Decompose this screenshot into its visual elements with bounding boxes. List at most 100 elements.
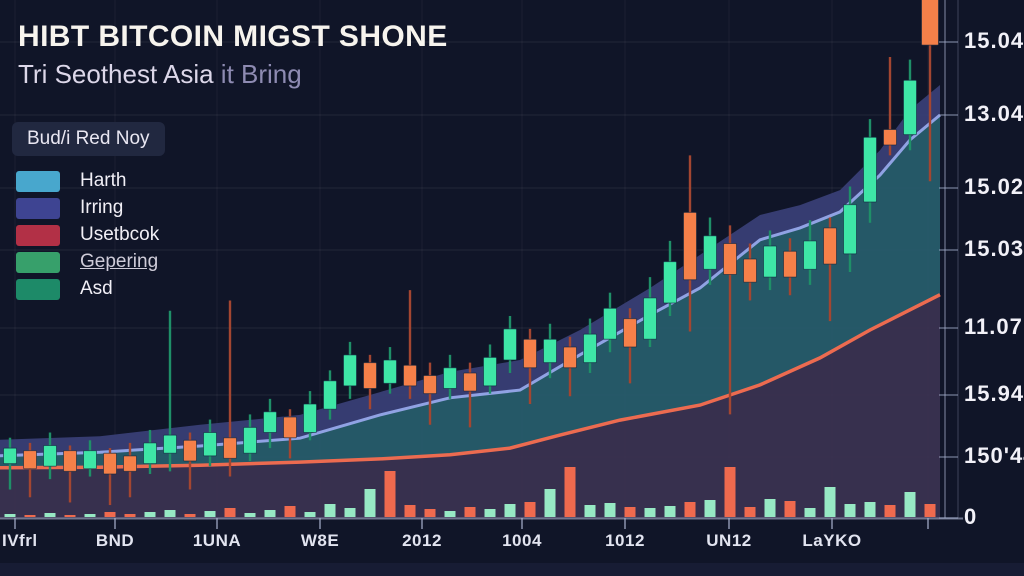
candle-body xyxy=(203,432,217,457)
volume-bar xyxy=(384,471,396,517)
volume-bar xyxy=(924,504,936,517)
candle-body xyxy=(103,452,117,475)
legend-item-usetbcok[interactable]: Usetbcok xyxy=(16,222,165,248)
volume-bar xyxy=(824,487,836,517)
candle-body xyxy=(243,426,257,454)
volume-bar xyxy=(464,507,476,517)
candle-body xyxy=(403,364,417,387)
candle-body xyxy=(43,444,57,467)
x-axis-label: 1UNA xyxy=(193,531,241,550)
candle-body xyxy=(763,245,777,278)
volume-bar xyxy=(524,502,536,517)
volume-bar xyxy=(4,514,16,517)
candle-body xyxy=(523,338,537,369)
legend-item-gepering[interactable]: Gepering xyxy=(16,249,165,275)
candle-body xyxy=(743,258,757,283)
volume-bar xyxy=(644,508,656,517)
under-area xyxy=(0,294,940,518)
volume-bar xyxy=(344,508,356,517)
volume-bar xyxy=(44,513,56,517)
candle-body xyxy=(123,455,137,472)
volume-bar xyxy=(364,489,376,517)
volume-bar xyxy=(844,504,856,517)
candle-body xyxy=(903,79,917,136)
volume-bar xyxy=(864,502,876,517)
candle-body xyxy=(543,338,557,364)
candle-body xyxy=(143,442,157,465)
candle-body xyxy=(583,333,597,364)
volume-bar xyxy=(204,511,216,517)
candle-body xyxy=(503,328,517,361)
y-axis-label: 150'44 xyxy=(964,443,1024,468)
x-axis-label: LaYKO xyxy=(802,531,861,550)
candle-body xyxy=(723,242,737,276)
legend-item-irring[interactable]: Irring xyxy=(16,195,165,221)
volume-bar xyxy=(884,505,896,517)
candle-body xyxy=(703,235,717,270)
volume-bar xyxy=(124,514,136,517)
bottom-strip xyxy=(0,563,1024,576)
volume-bars xyxy=(4,467,936,517)
volume-bar xyxy=(444,511,456,517)
volume-bar xyxy=(484,509,496,517)
teal-area xyxy=(0,115,940,468)
candle-body xyxy=(463,372,477,392)
volume-bar xyxy=(504,504,516,517)
legend-label: Harth xyxy=(80,170,127,191)
volume-bar xyxy=(184,514,196,517)
volume-bar xyxy=(544,489,556,517)
volume-bar xyxy=(284,506,296,517)
candle-body xyxy=(483,356,497,387)
candle-body xyxy=(623,318,637,348)
volume-bar xyxy=(704,500,716,517)
candle-body xyxy=(83,450,97,470)
volume-bar xyxy=(64,515,76,517)
legend-item-asd[interactable]: Asd xyxy=(16,276,165,302)
volume-bar xyxy=(324,504,336,517)
y-axis-label: 15.04 xyxy=(964,28,1024,53)
x-axis-label: W8E xyxy=(301,531,339,550)
candle-body xyxy=(323,380,337,410)
candle-body xyxy=(823,227,837,265)
legend-label: Usetbcok xyxy=(80,224,160,245)
x-axis-label: 1012 xyxy=(605,531,645,550)
candle-body xyxy=(683,211,697,281)
volume-bar xyxy=(304,512,316,517)
candle-body xyxy=(163,434,177,454)
y-axis-label: 15.94 xyxy=(964,381,1024,406)
volume-bar xyxy=(744,507,756,517)
candle-body xyxy=(263,411,277,434)
volume-bar xyxy=(724,467,736,517)
signal-line xyxy=(0,293,941,470)
candle-body xyxy=(363,362,377,390)
axis-labels: 15.04 13.04 15.02 15.03 11.07 15.94 150'44 0 IVf… xyxy=(2,28,1024,550)
legend-swatch xyxy=(16,278,60,300)
candle-body xyxy=(303,403,317,434)
candle-body xyxy=(3,447,17,465)
legend-title: Bud/i Red Noy xyxy=(12,122,165,156)
volume-bar xyxy=(24,515,36,517)
candle-body xyxy=(803,240,817,270)
axes xyxy=(0,0,963,529)
volume-bar xyxy=(244,513,256,517)
legend-swatch xyxy=(16,224,60,246)
chart-legend: Bud/i Red Noy Harth Irring Usetbcok Gepe… xyxy=(12,122,165,303)
volume-bar xyxy=(624,507,636,517)
volume-bar xyxy=(584,505,596,517)
volume-bar xyxy=(764,499,776,517)
candle-body xyxy=(603,307,617,340)
volume-bar xyxy=(84,514,96,517)
volume-bar xyxy=(164,510,176,517)
x-axis-label: 2012 xyxy=(402,531,442,550)
candle-body xyxy=(23,450,37,470)
candle-body xyxy=(783,250,797,278)
legend-item-harth[interactable]: Harth xyxy=(16,168,165,194)
volume-bar xyxy=(564,467,576,517)
candle-body xyxy=(843,204,857,255)
candle-body xyxy=(423,375,437,395)
y-axis-label: 15.03 xyxy=(964,236,1024,261)
candle-body xyxy=(343,354,357,387)
candle-body xyxy=(921,0,939,46)
candle-body xyxy=(863,136,877,203)
